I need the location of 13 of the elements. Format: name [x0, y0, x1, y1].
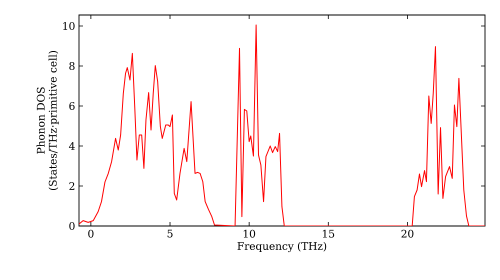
y-tick-label: 4: [68, 142, 75, 150]
y-axis-title: Phonon DOS (States/THz·primitive cell): [36, 50, 59, 190]
y-tick-label: 2: [69, 182, 74, 190]
x-tick-label: 10: [244, 230, 256, 238]
x-tick-label: 5: [168, 230, 173, 238]
y-tick-label: 6: [69, 102, 75, 110]
y-tick-label: 10: [63, 22, 75, 30]
y-tick-label: 0: [69, 222, 75, 230]
x-axis-title: Frequency (THz): [238, 242, 326, 252]
x-tick-label: 15: [322, 230, 334, 238]
y-tick-label: 8: [69, 62, 75, 70]
x-tick-label: 20: [401, 230, 414, 238]
x-tick-label: 0: [88, 230, 94, 238]
